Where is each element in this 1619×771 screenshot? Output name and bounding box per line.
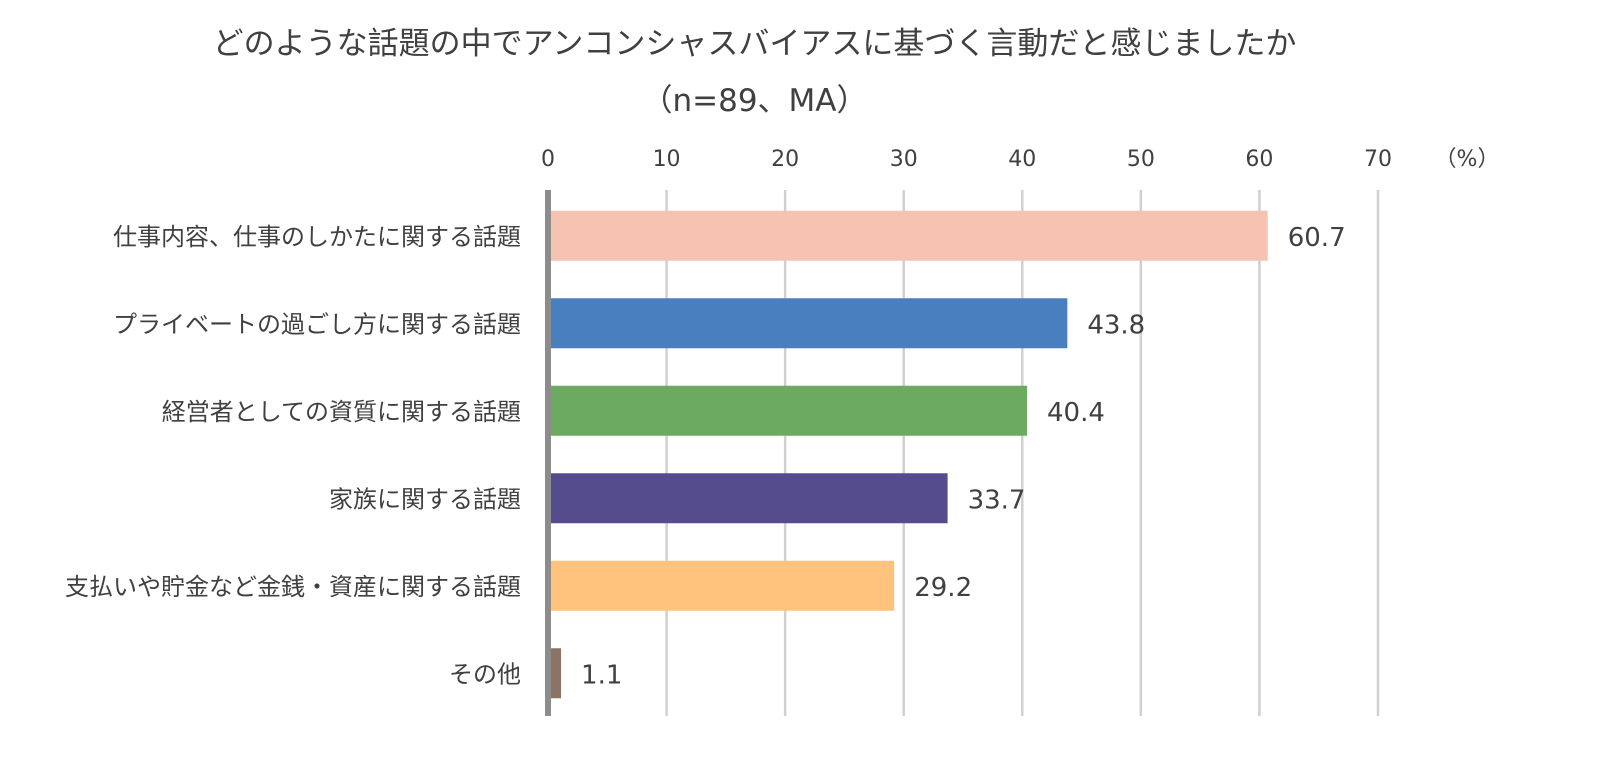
data-label: 60.7 [1288, 223, 1346, 253]
x-tick-label: 70 [1364, 147, 1392, 172]
x-tick-label: 20 [771, 147, 799, 172]
data-label: 1.1 [581, 660, 622, 690]
x-tick-label: 30 [890, 147, 918, 172]
bar [548, 385, 1028, 436]
bar [548, 560, 895, 611]
unit-label: （%） [1435, 147, 1500, 172]
category-label: プライベートの過ごし方に関する話題 [113, 310, 521, 338]
category-label: 経営者としての資質に関する話題 [162, 398, 521, 426]
category-label: 仕事内容、仕事のしかたに関する話題 [113, 223, 521, 251]
data-label: 33.7 [968, 485, 1026, 515]
x-tick-label: 60 [1245, 147, 1273, 172]
bar [548, 648, 562, 699]
bar [548, 473, 948, 524]
data-label: 40.4 [1047, 398, 1105, 428]
x-tick-label: 40 [1008, 147, 1036, 172]
chart-title: どのような話題の中でアンコンシャスバイアスに基づく言動だと感じましたか [212, 26, 1297, 62]
chart-subtitle: （n=89、MA） [641, 83, 868, 119]
category-label: 支払いや貯金など金銭・資産に関する話題 [65, 573, 521, 601]
data-label: 43.8 [1087, 310, 1145, 340]
bar [548, 298, 1068, 349]
category-label: その他 [449, 660, 521, 688]
bar [548, 210, 1268, 261]
x-tick-label: 10 [653, 147, 681, 172]
category-label: 家族に関する話題 [329, 485, 521, 513]
x-tick-label: 0 [541, 147, 555, 172]
data-label: 29.2 [914, 573, 972, 603]
x-tick-label: 50 [1127, 147, 1155, 172]
